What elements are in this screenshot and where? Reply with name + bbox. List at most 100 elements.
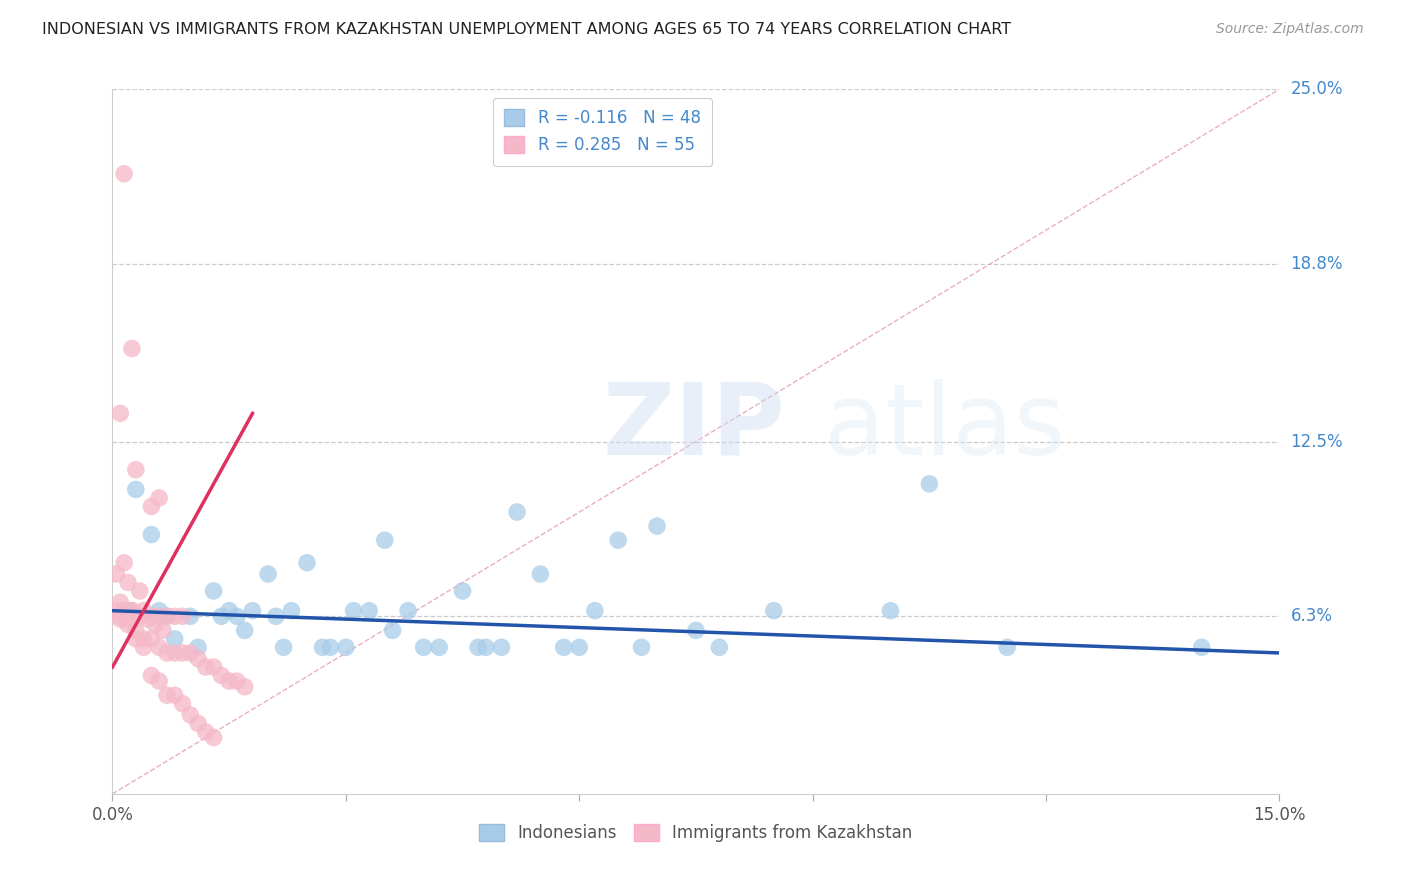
Point: [141, 609, 163, 624]
Point: [187, 651, 209, 665]
Point: [163, 632, 186, 646]
Point: [374, 533, 396, 548]
Point: [685, 624, 707, 638]
Point: [427, 640, 450, 655]
Point: [233, 680, 256, 694]
Point: [110, 612, 132, 626]
Point: [163, 609, 186, 624]
Point: [148, 674, 170, 689]
Point: [995, 640, 1018, 655]
Point: [451, 583, 474, 598]
Point: [141, 500, 163, 514]
Point: [709, 640, 731, 655]
Point: [136, 612, 159, 626]
Text: INDONESIAN VS IMMIGRANTS FROM KAZAKHSTAN UNEMPLOYMENT AMONG AGES 65 TO 74 YEARS : INDONESIAN VS IMMIGRANTS FROM KAZAKHSTAN…: [42, 22, 1011, 37]
Point: [110, 406, 132, 420]
Point: [226, 609, 249, 624]
Point: [141, 668, 163, 682]
Point: [506, 505, 529, 519]
Point: [105, 567, 128, 582]
Point: [156, 688, 179, 702]
Point: [105, 604, 128, 618]
Point: [202, 660, 225, 674]
Point: [117, 575, 139, 590]
Point: [117, 604, 139, 618]
Point: [918, 476, 941, 491]
Point: [112, 556, 135, 570]
Point: [295, 556, 318, 570]
Text: atlas: atlas: [824, 379, 1066, 476]
Point: [172, 646, 194, 660]
Point: [630, 640, 652, 655]
Point: [112, 604, 135, 618]
Point: [359, 604, 381, 618]
Point: [343, 604, 366, 618]
Point: [148, 491, 170, 505]
Point: [491, 640, 513, 655]
Point: [396, 604, 419, 618]
Point: [110, 609, 132, 624]
Point: [187, 640, 209, 655]
Point: [529, 567, 551, 582]
Point: [128, 583, 150, 598]
Text: 12.5%: 12.5%: [1291, 433, 1343, 450]
Point: [1191, 640, 1213, 655]
Point: [645, 519, 668, 533]
Point: [125, 483, 148, 497]
Point: [172, 609, 194, 624]
Point: [121, 342, 143, 356]
Point: [179, 708, 201, 723]
Point: [467, 640, 489, 655]
Point: [179, 609, 201, 624]
Point: [132, 604, 155, 618]
Point: [475, 640, 498, 655]
Point: [141, 632, 163, 646]
Text: ZIP: ZIP: [603, 379, 786, 476]
Point: [163, 688, 186, 702]
Point: [202, 583, 225, 598]
Point: [319, 640, 342, 655]
Point: [125, 632, 148, 646]
Point: [172, 697, 194, 711]
Point: [179, 646, 201, 660]
Point: [117, 612, 139, 626]
Point: [121, 604, 143, 618]
Point: [163, 646, 186, 660]
Text: 18.8%: 18.8%: [1291, 255, 1343, 273]
Point: [156, 609, 179, 624]
Point: [879, 604, 901, 618]
Point: [273, 640, 295, 655]
Point: [280, 604, 302, 618]
Point: [209, 668, 232, 682]
Point: [257, 567, 280, 582]
Point: [156, 646, 179, 660]
Point: [132, 632, 155, 646]
Point: [202, 731, 225, 745]
Point: [110, 595, 132, 609]
Point: [583, 604, 606, 618]
Point: [132, 640, 155, 655]
Point: [218, 674, 240, 689]
Point: [381, 624, 404, 638]
Point: [553, 640, 575, 655]
Point: [152, 624, 174, 638]
Point: [148, 609, 170, 624]
Point: [218, 604, 240, 618]
Point: [568, 640, 591, 655]
Point: [148, 604, 170, 618]
Point: [187, 716, 209, 731]
Point: [762, 604, 785, 618]
Point: [412, 640, 434, 655]
Point: [233, 624, 256, 638]
Point: [121, 604, 143, 618]
Point: [156, 609, 179, 624]
Point: [226, 674, 249, 689]
Point: [194, 660, 217, 674]
Point: [264, 609, 287, 624]
Point: [128, 609, 150, 624]
Point: [311, 640, 333, 655]
Point: [125, 624, 148, 638]
Point: [141, 527, 163, 541]
Point: [607, 533, 630, 548]
Text: 25.0%: 25.0%: [1291, 80, 1343, 98]
